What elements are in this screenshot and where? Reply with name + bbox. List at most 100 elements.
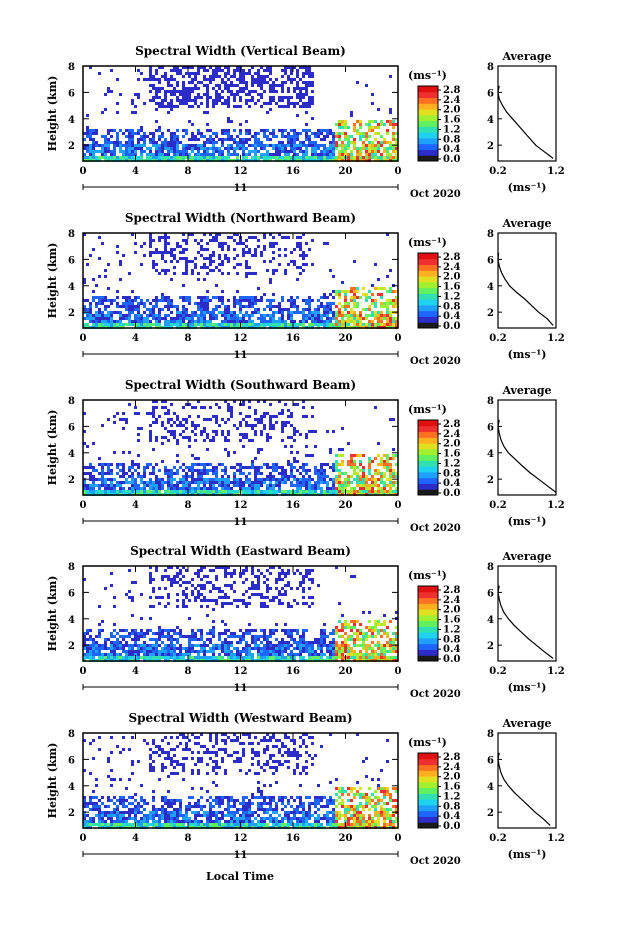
heatmap-cell: [230, 320, 233, 323]
y-tick-label: 6: [68, 255, 75, 266]
heatmap-cell: [344, 126, 347, 129]
heatmap-cell: [224, 596, 227, 599]
heatmap-cell: [308, 296, 311, 299]
heatmap-cell: [242, 581, 245, 584]
heatmap-cell: [239, 72, 242, 75]
heatmap-cell: [386, 233, 389, 236]
heatmap-cell: [221, 478, 224, 481]
heatmap-cell: [395, 147, 398, 150]
heatmap-cell: [278, 466, 281, 469]
heatmap-cell: [287, 317, 290, 320]
heatmap-cell: [299, 105, 302, 108]
heatmap-cell: [230, 641, 233, 644]
heatmap-cell: [359, 478, 362, 481]
heatmap-cell: [299, 141, 302, 144]
heatmap-cell: [326, 644, 329, 647]
heatmap-cell: [239, 641, 242, 644]
heatmap-cell: [95, 641, 98, 644]
heatmap-cell: [140, 427, 143, 430]
heatmap-cell: [239, 308, 242, 311]
heatmap-cell: [296, 653, 299, 656]
heatmap-cell: [191, 472, 194, 475]
heatmap-cell: [191, 147, 194, 150]
heatmap-cell: [281, 587, 284, 590]
heatmap-cell: [110, 584, 113, 587]
heatmap-cell: [308, 248, 311, 251]
heatmap-cell: [245, 436, 248, 439]
heatmap-cell: [197, 475, 200, 478]
heatmap-cell: [86, 647, 89, 650]
heatmap-cell: [365, 475, 368, 478]
heatmap-cell: [311, 84, 314, 87]
heatmap-cell: [218, 69, 221, 72]
heatmap-cell: [359, 311, 362, 314]
heatmap-cell: [167, 566, 170, 569]
heatmap-cell: [236, 317, 239, 320]
heatmap-cell: [341, 126, 344, 129]
heatmap-cell: [83, 147, 86, 150]
heatmap-cell: [221, 141, 224, 144]
heatmap-cell: [140, 487, 143, 490]
heatmap-cell: [371, 626, 374, 629]
heatmap-cell: [251, 490, 254, 493]
heatmap-cell: [359, 460, 362, 463]
heatmap-cell: [161, 66, 164, 69]
heatmap-cell: [182, 81, 185, 84]
heatmap-cell: [191, 454, 194, 457]
heatmap-cell: [173, 153, 176, 156]
heatmap-cell: [311, 147, 314, 150]
heatmap-cell: [380, 287, 383, 290]
heatmap-cell: [305, 153, 308, 156]
heatmap-cell: [332, 653, 335, 656]
heatmap-cell: [362, 484, 365, 487]
heatmap-cell: [149, 638, 152, 641]
heatmap-cell: [314, 147, 317, 150]
heatmap-cell: [302, 254, 305, 257]
heatmap-cell: [98, 490, 101, 493]
heatmap-cell: [233, 635, 236, 638]
heatmap-cell: [209, 647, 212, 650]
heatmap-cell: [371, 460, 374, 463]
heatmap-cell: [335, 647, 338, 650]
heatmap-cell: [326, 305, 329, 308]
heatmap-cell: [170, 490, 173, 493]
heatmap-cell: [308, 105, 311, 108]
heatmap-cell: [125, 472, 128, 475]
colorbar-tick-label: 2.8: [443, 252, 460, 263]
heatmap-cell: [227, 454, 230, 457]
heatmap-cell: [119, 156, 122, 159]
heatmap-cell: [371, 120, 374, 123]
heatmap-cell: [236, 605, 239, 608]
heatmap-cell: [170, 102, 173, 105]
heatmap-cell: [335, 481, 338, 484]
heatmap-cell: [185, 317, 188, 320]
heatmap-cell: [296, 147, 299, 150]
heatmap-cell: [191, 272, 194, 275]
heatmap-cell: [245, 590, 248, 593]
heatmap-cell: [164, 156, 167, 159]
heatmap-cell: [326, 242, 329, 245]
heatmap-cell: [227, 257, 230, 260]
heatmap-cell: [125, 323, 128, 326]
heatmap-cell: [341, 305, 344, 308]
heatmap-cell: [257, 644, 260, 647]
heatmap-cell: [155, 463, 158, 466]
heatmap-cell: [146, 308, 149, 311]
heatmap-cell: [185, 272, 188, 275]
heatmap-cell: [329, 644, 332, 647]
heatmap-cell: [134, 478, 137, 481]
heatmap-cell: [137, 433, 140, 436]
heatmap-cell: [368, 484, 371, 487]
heatmap-cell: [284, 641, 287, 644]
heatmap-cell: [335, 323, 338, 326]
heatmap-cell: [104, 317, 107, 320]
heatmap-cell: [263, 653, 266, 656]
heatmap-cell: [266, 144, 269, 147]
heatmap-cell: [320, 153, 323, 156]
heatmap-cell: [368, 123, 371, 126]
heatmap-cell: [356, 466, 359, 469]
heatmap-cell: [296, 266, 299, 269]
heatmap-cell: [341, 472, 344, 475]
heatmap-cell: [116, 111, 119, 114]
heatmap-cell: [230, 635, 233, 638]
